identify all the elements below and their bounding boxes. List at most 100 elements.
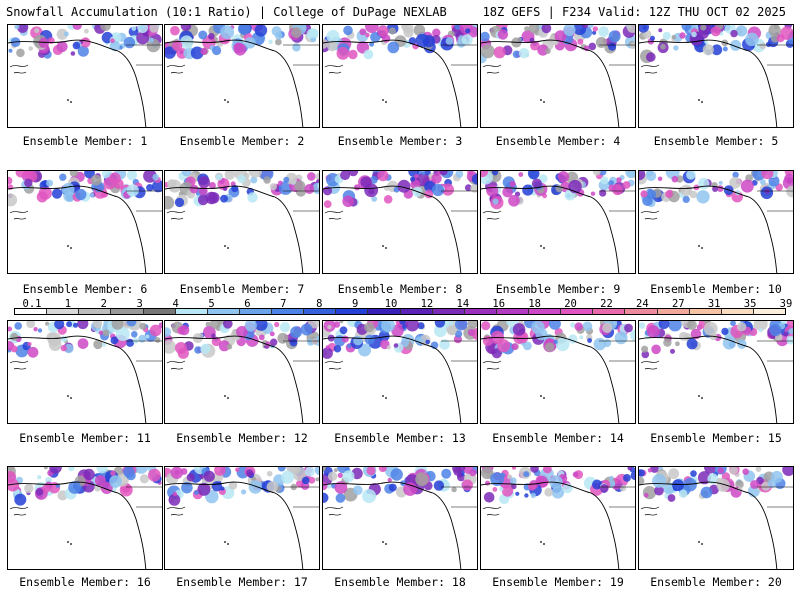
snowfall-shading — [481, 321, 635, 359]
hawaii-islands — [543, 543, 545, 545]
hawaii-islands — [543, 101, 545, 103]
islands — [482, 506, 502, 516]
ensemble-panel-8 — [322, 170, 478, 274]
hawaii-islands — [698, 395, 700, 397]
panel-caption: Ensemble Member: 12 — [176, 431, 308, 445]
colorbar-label: 39 — [779, 298, 793, 310]
colorbar-label: 7 — [280, 298, 287, 310]
header: Snowfall Accumulation (10:1 Ratio) | Col… — [0, 0, 800, 22]
colorbar-swatch — [721, 309, 754, 314]
hawaii-islands — [224, 245, 226, 247]
hawaii-islands — [382, 395, 384, 397]
snowfall-shading — [165, 25, 319, 60]
ensemble-panel-14 — [480, 320, 636, 424]
colorbar-swatch — [15, 309, 48, 314]
state-borders — [441, 190, 477, 212]
snowfall-shading — [8, 321, 162, 358]
state-borders — [126, 340, 162, 362]
panel-caption: Ensemble Member: 6 — [22, 282, 148, 296]
snowfall-map — [323, 467, 477, 569]
panel-caption: Ensemble Member: 17 — [176, 575, 308, 589]
colorbar-swatch — [657, 309, 690, 314]
colorbar-label: 2 — [100, 298, 107, 310]
islands — [166, 360, 186, 370]
state-borders — [599, 486, 635, 508]
panel-caption: Ensemble Member: 18 — [334, 575, 466, 589]
run-valid-time: 18Z GEFS | F234 Valid: 12Z THU OCT 02 20… — [482, 5, 786, 19]
snowfall-map — [8, 25, 162, 127]
islands — [640, 210, 660, 220]
colorbar-swatch — [175, 309, 208, 314]
snowfall-map — [165, 25, 319, 127]
hawaii-islands — [540, 245, 542, 247]
hawaii-islands — [227, 101, 229, 103]
colorbar-swatch — [143, 309, 176, 314]
panel-caption: Ensemble Member: 1 — [22, 134, 148, 148]
snowfall-shading — [8, 171, 162, 207]
ensemble-panel-12 — [164, 320, 320, 424]
colorbar-label: 18 — [528, 298, 541, 310]
ensemble-panel-7 — [164, 170, 320, 274]
colorbar-swatch — [400, 309, 433, 314]
islands — [166, 210, 186, 220]
snowfall-shading — [323, 171, 477, 208]
coastline — [481, 185, 620, 273]
hawaii-islands — [224, 99, 226, 101]
ensemble-panel-16 — [7, 466, 163, 570]
panel-caption: Ensemble Member: 2 — [179, 134, 305, 148]
state-borders — [283, 486, 319, 508]
ensemble-panel-20 — [638, 466, 794, 570]
colorbar-label: 22 — [600, 298, 613, 310]
islands — [324, 64, 344, 74]
snowfall-map — [481, 467, 635, 569]
colorbar-label: 14 — [456, 298, 470, 310]
colorbar-label: 24 — [636, 298, 649, 310]
colorbar-swatch — [593, 309, 626, 314]
snowfall-shading — [481, 171, 635, 210]
hawaii-islands — [385, 247, 387, 249]
hawaii-islands — [70, 543, 72, 545]
snowfall-map — [481, 321, 635, 423]
state-borders — [757, 44, 793, 66]
state-borders — [283, 340, 319, 362]
islands — [9, 210, 29, 220]
panel-caption: Ensemble Member: 11 — [19, 431, 151, 445]
state-borders — [441, 340, 477, 362]
snowfall-map — [323, 321, 477, 423]
hawaii-islands — [385, 101, 387, 103]
coastline — [323, 39, 462, 127]
state-borders — [599, 190, 635, 212]
state-borders — [126, 190, 162, 212]
colorbar-swatch — [111, 309, 144, 314]
hawaii-islands — [543, 397, 545, 399]
snowfall-map — [8, 321, 162, 423]
state-borders — [757, 340, 793, 362]
islands — [324, 360, 344, 370]
snowfall-map — [8, 467, 162, 569]
hawaii-islands — [701, 247, 703, 249]
colorbar-swatch — [529, 309, 562, 314]
coastline — [165, 335, 304, 423]
snowfall-shading — [8, 467, 162, 506]
snowfall-shading — [165, 467, 319, 506]
snowfall-map — [481, 25, 635, 127]
snowfall-shading — [481, 25, 635, 64]
snowfall-map — [323, 25, 477, 127]
hawaii-islands — [224, 395, 226, 397]
coastline — [481, 481, 620, 569]
colorbar-swatch — [496, 309, 529, 314]
coastline — [165, 185, 304, 273]
panel-caption: Ensemble Member: 3 — [337, 134, 463, 148]
colorbar-label: 12 — [420, 298, 434, 310]
islands — [166, 506, 186, 516]
snowfall-shading — [8, 25, 162, 59]
islands — [482, 210, 502, 220]
ensemble-panel-1 — [7, 24, 163, 128]
hawaii-islands — [382, 99, 384, 101]
colorbar-swatch — [561, 309, 594, 314]
colorbar-label: 1 — [64, 298, 72, 310]
state-borders — [441, 486, 477, 508]
hawaii-islands — [67, 99, 69, 101]
colorbar-swatch — [79, 309, 112, 314]
